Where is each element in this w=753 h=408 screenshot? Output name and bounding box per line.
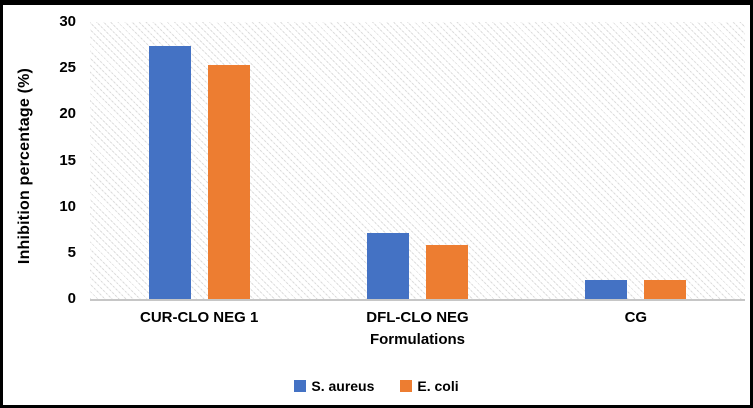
legend-swatch-s-aureus (294, 380, 307, 392)
legend-item-s-aureus: S. aureus (294, 378, 374, 394)
y-tick-label: 10 (59, 197, 76, 215)
category-label-cg: CG (624, 309, 648, 326)
legend-label: E. coli (417, 378, 459, 394)
y-tick-label: 30 (59, 13, 76, 30)
y-tick-label: 0 (67, 290, 76, 307)
legend-swatch-e-coli (400, 380, 413, 392)
bar-e-coli (644, 279, 687, 299)
plot-area (90, 22, 745, 301)
bar-s-aureus (585, 279, 628, 299)
legend-item-e-coli: E. coli (400, 378, 459, 394)
category-label-cur-clo-neg-1: CUR-CLO NEG 1 (139, 309, 259, 326)
y-tick-label: 20 (59, 105, 76, 123)
y-tick-label: 25 (59, 59, 76, 77)
bar-s-aureus (367, 233, 409, 299)
bar-e-coli (207, 65, 250, 299)
legend-label: S. aureus (311, 378, 375, 394)
bar-s-aureus (148, 46, 191, 299)
y-tick-label: 5 (67, 243, 76, 261)
category-label-dfl-clo-neg: DFL-CLO NEG (366, 309, 469, 326)
legend: S. aureus E. coli (0, 378, 753, 394)
x-axis-title: Formulations (369, 331, 465, 348)
y-tick-label: 15 (59, 151, 76, 169)
bar-e-coli (426, 245, 468, 299)
